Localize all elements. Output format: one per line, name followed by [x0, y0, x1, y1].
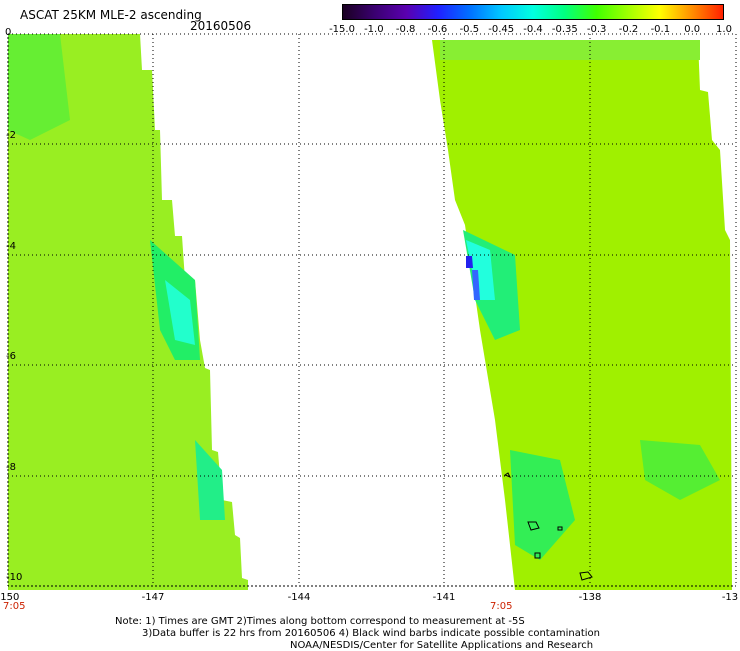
- swath-right-patch: [640, 440, 720, 500]
- swath-left-patch: [165, 280, 195, 345]
- island-outlines: [503, 472, 593, 581]
- time-label-left: 7:05: [3, 601, 26, 612]
- latitude-label: -2: [6, 130, 16, 141]
- color-scale-tick: -0.8: [395, 24, 416, 35]
- swath-map: [7, 33, 737, 590]
- color-scale-tick: -0.3: [586, 24, 607, 35]
- longitude-label: -144: [287, 592, 311, 603]
- latitude-label: 0: [5, 27, 12, 38]
- color-scale-gradient: [343, 5, 723, 19]
- product-title: ASCAT 25KM MLE-2 ascending: [20, 8, 202, 22]
- color-scale-tick: -15.0: [329, 24, 355, 35]
- time-label-right: 7:05: [490, 601, 513, 612]
- color-scale-bar: [342, 4, 724, 20]
- island-outline: [557, 526, 563, 531]
- latitude-label: -4: [6, 241, 16, 252]
- product-date: 20160506: [190, 19, 252, 33]
- swath-right-patch: [472, 270, 480, 300]
- swath-right-patch: [466, 240, 495, 300]
- color-scale-tick: -0.5: [459, 24, 480, 35]
- longitude-label: -13: [721, 592, 739, 603]
- swath-right-patch: [466, 256, 473, 268]
- swath-layer: [8, 34, 732, 590]
- swath-right-patch: [440, 40, 700, 60]
- swath-right: [432, 40, 732, 590]
- color-scale-tick: 1.0: [716, 24, 732, 35]
- color-scale-tick: -0.35: [551, 24, 578, 35]
- map-frame: [7, 33, 737, 587]
- island-outline: [534, 552, 541, 559]
- color-scale-tick: -0.45: [488, 24, 515, 35]
- footer-note-line1: Note: 1) Times are GMT 2)Times along bot…: [115, 616, 525, 627]
- longitude-label: -141: [432, 592, 456, 603]
- color-scale-tick: -0.2: [618, 24, 639, 35]
- footer-credit: NOAA/NESDIS/Center for Satellite Applica…: [290, 640, 594, 651]
- swath-left: [8, 34, 248, 590]
- latitude-label: -10: [6, 572, 23, 583]
- island-outline: [503, 472, 512, 478]
- latitude-label: -6: [6, 351, 16, 362]
- latitude-label: -8: [6, 462, 16, 473]
- island-outline: [579, 571, 593, 581]
- longitude-label: -150: [0, 592, 20, 603]
- footer-note-line2: 3)Data buffer is 22 hrs from 20160506 4)…: [142, 628, 600, 639]
- longitude-label: -147: [141, 592, 165, 603]
- swath-left-patch: [8, 34, 70, 140]
- color-scale-tick: -0.1: [650, 24, 671, 35]
- color-scale-tick: 0.0: [684, 24, 701, 35]
- color-scale-tick: -0.6: [427, 24, 448, 35]
- island-outline: [527, 521, 540, 531]
- swath-left-patch: [195, 440, 225, 520]
- longitude-label: -138: [578, 592, 602, 603]
- color-scale-tick: -0.4: [523, 24, 543, 35]
- swath-right-patch: [510, 450, 575, 560]
- color-scale-tick: -1.0: [364, 24, 384, 35]
